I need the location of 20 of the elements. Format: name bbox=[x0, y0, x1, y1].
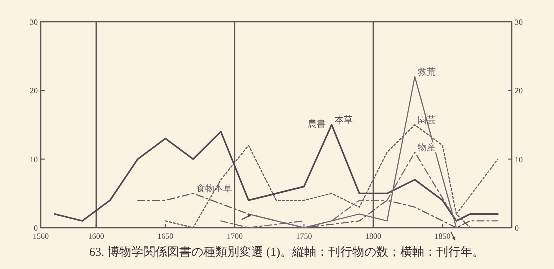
x-tick-label: 1650 bbox=[158, 232, 174, 241]
series-label: 本草 bbox=[334, 115, 353, 125]
y-tick-label: 0 bbox=[34, 224, 38, 233]
y-tick-label: 20 bbox=[30, 86, 38, 96]
x-tick-label: 1600 bbox=[88, 232, 104, 241]
series-label: 食物本草 bbox=[196, 184, 232, 194]
y2-tick-label: 10 bbox=[515, 155, 523, 164]
x-tick-label: 1850 bbox=[434, 232, 451, 241]
y2-tick-label: 0 bbox=[515, 224, 519, 233]
y2-tick-label: 20 bbox=[515, 86, 523, 96]
x-tick-label: 1560 bbox=[33, 232, 49, 241]
annotation: 農書 bbox=[308, 119, 326, 129]
y-tick-label: 10 bbox=[30, 155, 38, 164]
x-tick-label: 1700 bbox=[226, 232, 243, 241]
x-tick-label: 1750 bbox=[296, 232, 312, 241]
series-label: 救荒 bbox=[417, 66, 436, 77]
x-tick-label: 1800 bbox=[365, 232, 382, 241]
y2-tick-label: 30 bbox=[515, 18, 523, 27]
y-tick-label: 30 bbox=[30, 18, 38, 27]
text: 63. 博物学関係図書の種類別変遷 (1)。縦軸：刊行物の数；横軸：刊行年。 bbox=[90, 245, 484, 259]
